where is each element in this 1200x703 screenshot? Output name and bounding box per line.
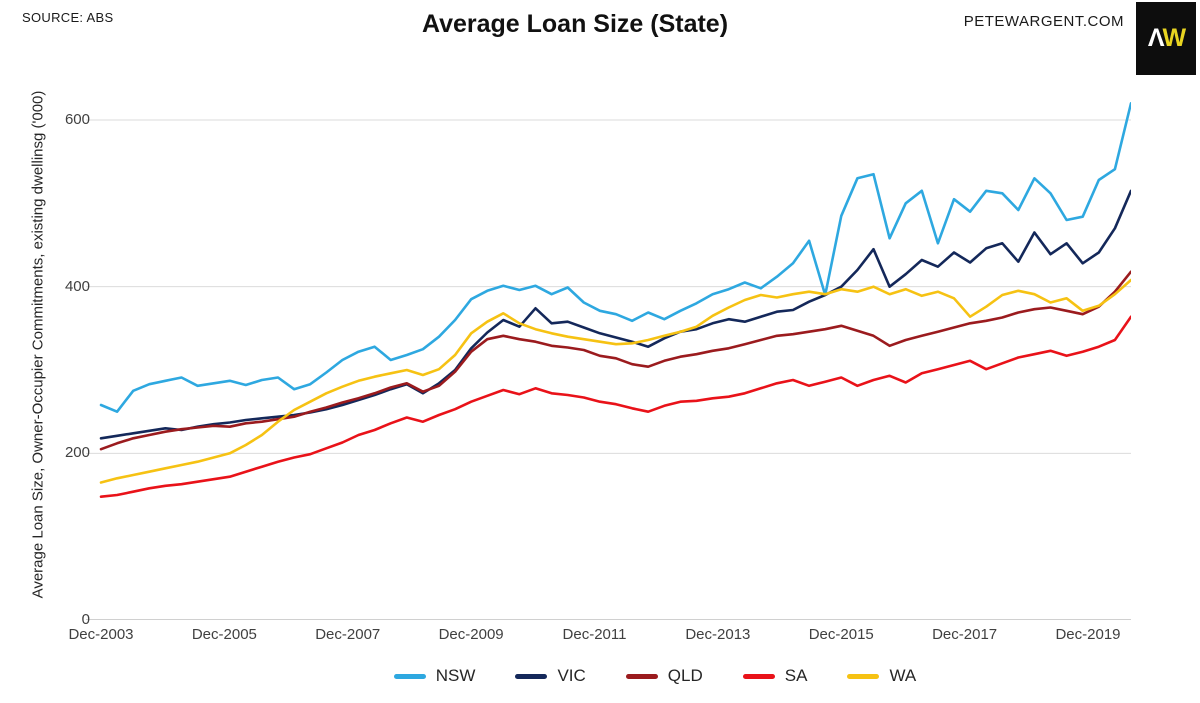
logo-lambda-glyph: Λ [1147,24,1165,52]
logo-w-glyph: W [1162,24,1187,52]
legend-swatch-vic [515,673,548,679]
legend-item-sa: SA [742,666,808,686]
x-tick-label-dec-2003: Dec-2003 [68,626,134,643]
y-tick-label-600: 600 [64,111,90,128]
legend-label-sa: SA [784,666,808,685]
legend-item-qld: QLD [625,666,703,686]
logo-monogram: ΛW [1147,24,1187,52]
legend-swatch-qld [625,673,658,679]
x-tick-label-dec-2019: Dec-2019 [1055,626,1121,643]
legend-label-qld: QLD [667,666,703,685]
legend-swatch-wa [847,673,880,679]
legend-item-nsw: NSW [393,666,476,686]
x-tick-label-dec-2007: Dec-2007 [315,626,381,643]
series-line-sa [99,315,1131,499]
x-tick-label-dec-2009: Dec-2009 [438,626,504,643]
legend-label-vic: VIC [557,666,586,685]
x-tick-label-dec-2011: Dec-2011 [562,626,627,643]
legend-swatch-sa [742,673,775,679]
chart-title: Average Loan Size (State) [421,10,729,38]
legend-label-nsw: NSW [435,666,476,685]
series-line-qld [99,270,1131,451]
x-tick-label-dec-2015: Dec-2015 [808,626,874,643]
legend-item-vic: VIC [515,666,586,686]
website-text: PETEWARGENT.COM [963,13,1124,30]
legend-item-wa: WA [847,666,916,686]
y-tick-label-400: 400 [64,277,90,295]
x-tick-label-dec-2005: Dec-2005 [191,626,257,643]
petewargent-logo: ΛW [1136,2,1196,75]
chart-legend: NSW VIC QLD SA WA [55,666,1200,686]
y-tick-label-200: 200 [64,444,90,462]
series-line-vic [99,189,1131,440]
x-tick-label-dec-2013: Dec-2013 [685,626,751,643]
legend-swatch-nsw [393,673,426,679]
y-tick-label-0: 0 [81,611,90,628]
source-note: SOURCE: ABS [22,10,114,25]
x-tick-label-dec-2017: Dec-2017 [932,626,998,643]
series-line-wa [99,278,1131,484]
legend-label-wa: WA [889,666,917,685]
line-chart-plot-area [86,101,1131,620]
series-line-nsw [99,101,1131,414]
y-axis-label: Average Loan Size, Owner-Occupier Commit… [29,90,47,599]
